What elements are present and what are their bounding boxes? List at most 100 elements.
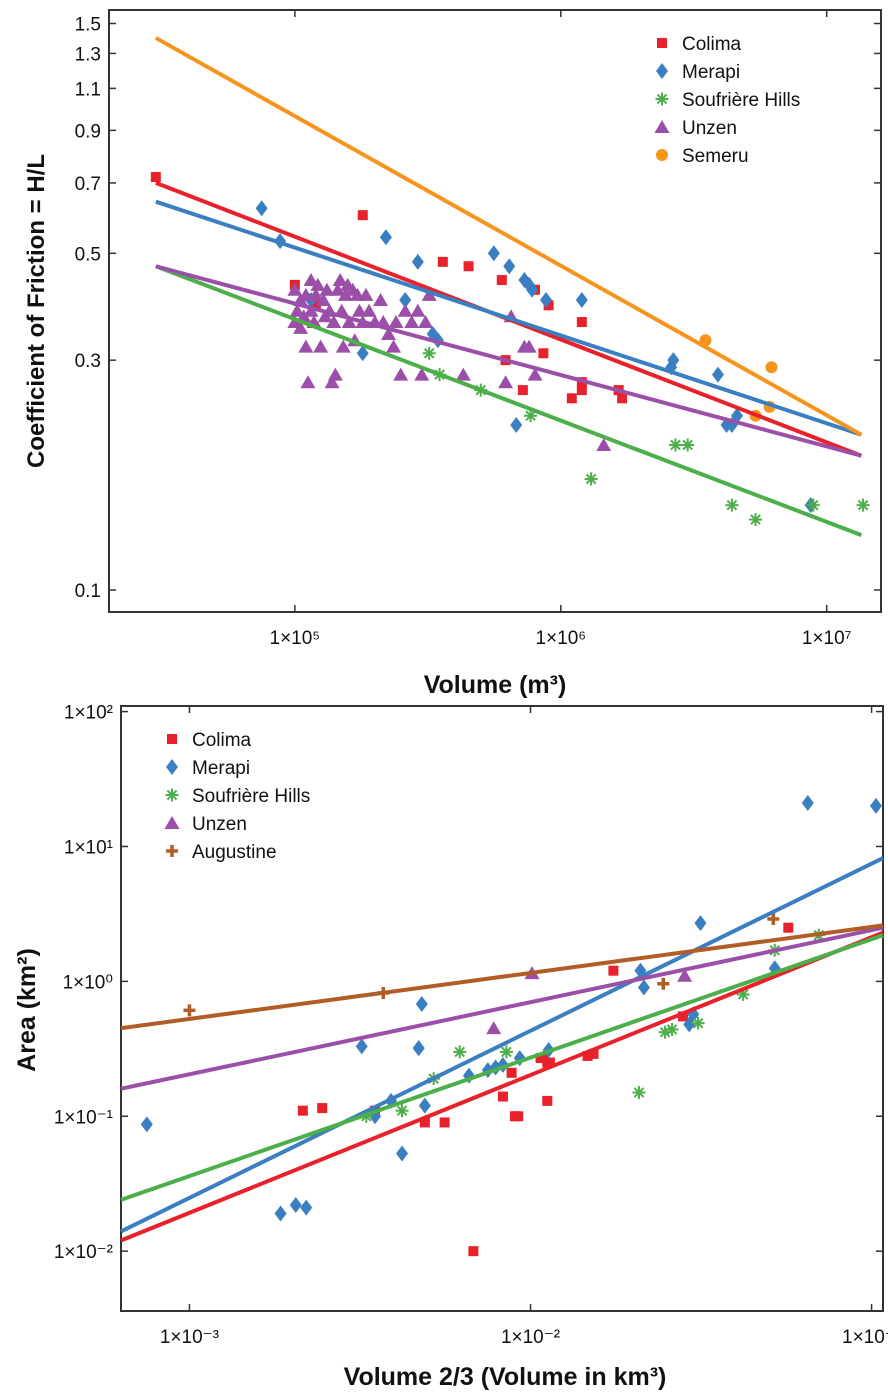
- fit-line-soufri-re-hills: [155, 264, 863, 537]
- data-point-diamond: [869, 797, 882, 814]
- asterisk-stroke: [750, 514, 761, 525]
- data-point-triangle: [486, 1021, 502, 1035]
- data-point-triangle: [287, 282, 303, 296]
- data-point-asterisk: [806, 498, 820, 512]
- data-point-triangle: [527, 367, 543, 381]
- data-point-square: [297, 1105, 308, 1116]
- x-tick-label: 1×10⁶: [535, 628, 586, 649]
- asterisk-stroke: [525, 410, 536, 422]
- data-point-asterisk: [395, 1104, 409, 1118]
- legend-item: Colima: [657, 34, 742, 55]
- legend-label: Soufrière Hills: [192, 786, 310, 807]
- data-point-square: [588, 1048, 599, 1059]
- data-point-asterisk: [632, 1086, 646, 1100]
- data-point-triangle: [298, 287, 314, 301]
- data-point-plus: [166, 845, 178, 857]
- data-point-diamond: [503, 258, 516, 275]
- data-point-triangle: [337, 287, 353, 301]
- legend-label: Unzen: [682, 118, 737, 139]
- data-point-triangle: [404, 315, 420, 329]
- data-point-diamond: [418, 1097, 431, 1114]
- data-point-square: [497, 1091, 508, 1102]
- asterisk-stroke: [726, 499, 738, 511]
- data-point-circle: [656, 149, 668, 161]
- data-point-triangle: [296, 309, 312, 323]
- data-point-plus: [657, 977, 670, 990]
- data-point-triangle: [293, 320, 309, 334]
- data-point-asterisk: [499, 1045, 513, 1059]
- legend-item: Soufrière Hills: [165, 786, 310, 807]
- series-unzen: [287, 273, 612, 451]
- data-point-asterisk: [749, 513, 763, 527]
- data-point-square: [576, 317, 587, 328]
- legend-label: Augustine: [192, 842, 277, 863]
- data-point-triangle: [388, 315, 404, 329]
- data-point-diamond: [255, 200, 268, 217]
- data-point-triangle: [455, 367, 471, 381]
- data-point-square: [783, 922, 794, 933]
- legend-item: Soufrière Hills: [655, 90, 800, 111]
- asterisk-stroke: [692, 1017, 704, 1029]
- x-tick-label: 1×10⁷: [802, 628, 852, 649]
- data-point-triangle: [654, 120, 670, 133]
- y-tick-label: 0.5: [75, 244, 101, 265]
- data-point-triangle: [410, 303, 426, 317]
- data-point-diamond: [711, 366, 724, 383]
- data-point-square: [582, 1050, 593, 1061]
- data-point-square: [167, 734, 177, 744]
- data-point-diamond: [289, 1196, 302, 1213]
- y-tick-label: 1×10⁻²: [54, 1242, 113, 1263]
- data-point-triangle: [393, 367, 409, 381]
- data-point-square: [566, 393, 577, 404]
- data-point-diamond: [575, 291, 588, 308]
- data-point-diamond: [379, 229, 392, 246]
- y-tick-label: 1×10¹: [64, 837, 113, 858]
- y-tick-label: 0.7: [75, 174, 101, 195]
- data-point-diamond: [166, 759, 178, 775]
- y-tick-label: 1×10⁰: [63, 972, 113, 993]
- data-point-square: [608, 965, 619, 976]
- data-point-triangle: [596, 437, 612, 451]
- data-point-diamond: [667, 352, 680, 369]
- fit-line-colima: [120, 930, 884, 1243]
- y-tick-label: 1.1: [75, 79, 101, 100]
- plot-frame: [108, 9, 882, 613]
- data-point-asterisk: [584, 472, 598, 486]
- legend-item: Unzen: [164, 814, 247, 835]
- data-point-diamond: [399, 291, 412, 308]
- y-tick-label: 0.9: [75, 121, 101, 142]
- data-point-diamond: [274, 1205, 287, 1222]
- data-point-triangle: [330, 282, 346, 296]
- asterisk-stroke: [501, 1046, 512, 1058]
- data-point-diamond: [396, 1145, 409, 1162]
- fit-line-unzen: [155, 264, 862, 458]
- data-point-asterisk: [669, 438, 683, 452]
- legend-label: Semeru: [682, 146, 749, 167]
- data-point-square: [357, 210, 368, 221]
- data-point-triangle: [397, 303, 413, 317]
- data-point-diamond: [415, 995, 428, 1012]
- y-tick-label: 1.5: [75, 14, 101, 35]
- x-tick-label: 1×10⁻²: [501, 1327, 560, 1348]
- data-point-triangle: [303, 273, 319, 287]
- data-point-asterisk: [856, 498, 870, 512]
- data-point-square: [310, 300, 321, 311]
- area-chart: 1×10⁻² 1×10⁻¹ 1×10⁰ 1×10¹ 1×10² 1×10⁻³ 1×10⁻² 1…: [13, 703, 888, 1391]
- x-tick-label: 1×10⁻¹: [842, 1327, 888, 1348]
- data-point-asterisk: [725, 498, 739, 512]
- points-layer: [150, 172, 870, 527]
- data-point-triangle: [289, 303, 305, 317]
- fit-lines-layer: [154, 36, 863, 537]
- data-point-square: [517, 385, 528, 396]
- data-point-square: [463, 261, 474, 272]
- data-point-triangle: [310, 277, 326, 291]
- asterisk-stroke: [656, 93, 668, 105]
- data-point-square: [538, 348, 549, 359]
- data-point-asterisk: [453, 1045, 467, 1059]
- data-point-plus: [767, 912, 780, 925]
- data-point-asterisk: [665, 1022, 679, 1036]
- data-point-square: [439, 1117, 450, 1128]
- legend-item: Merapi: [656, 62, 740, 83]
- data-point-square: [678, 1011, 689, 1022]
